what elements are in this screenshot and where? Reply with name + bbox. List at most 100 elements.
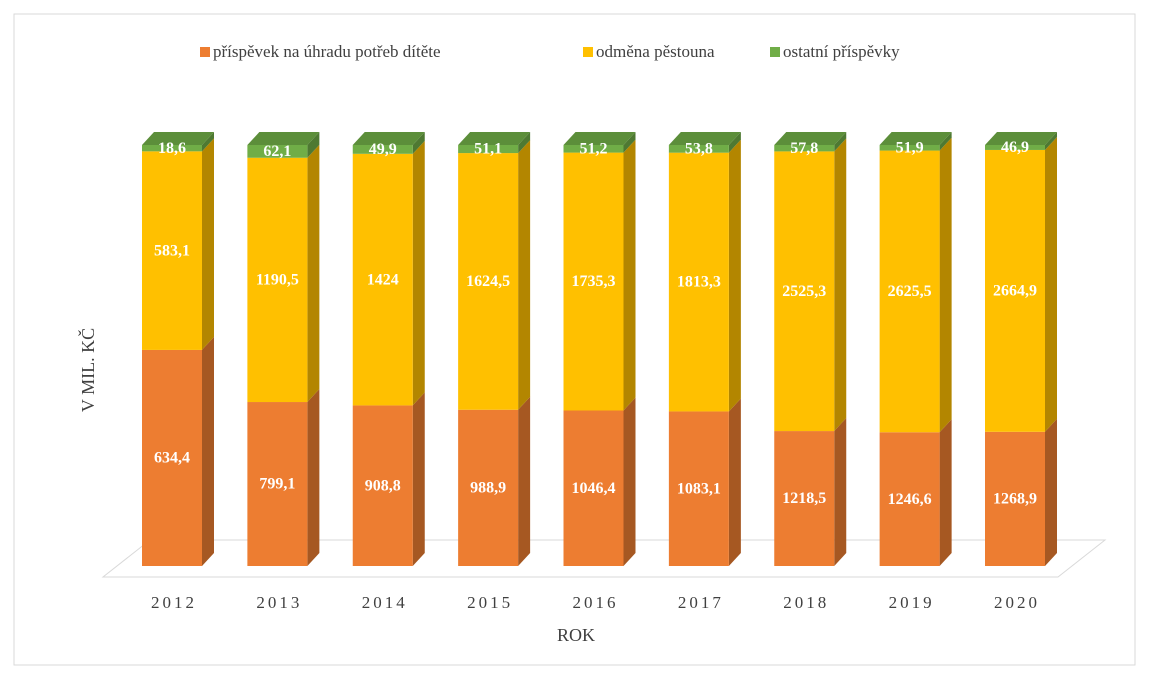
legend-swatch: [200, 47, 210, 57]
bar: [247, 402, 308, 566]
data-label: 51,1: [474, 141, 502, 158]
bar: [879, 432, 940, 566]
bar-side: [518, 132, 531, 154]
bar-top: [774, 132, 847, 145]
bar: [352, 405, 413, 566]
x-tick-label: 2020: [994, 593, 1040, 612]
data-label: 583,1: [154, 242, 190, 259]
bar: [142, 145, 202, 152]
bar: [142, 349, 202, 566]
bar-side: [412, 140, 425, 406]
data-label: 2525,3: [782, 283, 826, 300]
data-label: 1735,3: [572, 273, 616, 290]
bar-side: [202, 132, 214, 152]
data-label: 799,1: [259, 476, 295, 493]
bar: [142, 151, 202, 350]
data-label: 2664,9: [993, 283, 1037, 300]
bar: [879, 145, 940, 151]
bar: [985, 145, 1045, 150]
x-tick-label: 2014: [362, 593, 408, 612]
bar: [774, 145, 835, 152]
bar-top: [879, 132, 952, 145]
bar-side: [728, 139, 741, 412]
bar-side: [728, 132, 741, 153]
data-label: 634,4: [154, 450, 190, 467]
legend-swatch: [770, 47, 780, 57]
bar: [247, 145, 308, 158]
legend-label: ostatní příspěvky: [783, 42, 900, 61]
legend-swatch: [583, 47, 593, 57]
data-label: 1624,5: [466, 273, 510, 290]
x-tick-label: 2019: [889, 593, 935, 612]
bar: [458, 145, 519, 154]
bar: [352, 145, 413, 154]
bar-top: [668, 132, 741, 145]
bar: [668, 145, 729, 153]
bar: [668, 152, 729, 412]
bar: [458, 153, 519, 410]
x-tick-label: 2016: [573, 593, 619, 612]
bar: [985, 431, 1045, 566]
data-label: 46,9: [1001, 139, 1029, 156]
bar-top: [352, 132, 425, 145]
bar: [774, 151, 835, 432]
x-tick-label: 2017: [678, 593, 724, 612]
data-label: 57,8: [790, 140, 818, 157]
data-label: 18,6: [158, 140, 186, 157]
bar-side: [728, 398, 741, 566]
data-label: 51,9: [896, 139, 924, 156]
data-label: 1424: [367, 271, 399, 288]
bar-side: [834, 138, 847, 432]
bar: [668, 411, 729, 566]
x-tick-label: 2013: [256, 593, 302, 612]
bar: [458, 409, 519, 566]
data-label: 1046,4: [572, 480, 616, 497]
bar-side: [307, 132, 320, 158]
bar-side: [518, 396, 531, 566]
bar-top: [247, 132, 320, 145]
bar-side: [518, 140, 531, 410]
bar-top: [142, 132, 214, 145]
bar-side: [202, 138, 214, 350]
bar-side: [412, 392, 425, 566]
bar-top: [458, 132, 531, 145]
data-label: 988,9: [470, 480, 506, 497]
bar: [247, 157, 308, 403]
data-label: 1218,5: [782, 490, 826, 507]
bar-side: [202, 336, 214, 566]
bar-side: [1045, 136, 1057, 432]
bar-side: [307, 389, 320, 566]
data-label: 1268,9: [993, 491, 1037, 508]
bar-top: [985, 132, 1057, 145]
legend-label: příspěvek na úhradu potřeb dítěte: [213, 42, 441, 61]
bar-side: [623, 397, 636, 566]
bar-side: [1045, 418, 1057, 566]
x-axis-label: ROK: [557, 625, 595, 645]
floor: [101, 539, 1107, 578]
data-label: 51,2: [580, 140, 608, 157]
legend-label: odměna pěstouna: [596, 42, 715, 61]
data-label: 908,8: [365, 477, 401, 494]
x-tick-label: 2015: [467, 593, 513, 612]
bar-side: [939, 132, 952, 151]
data-label: 1813,3: [677, 274, 721, 291]
x-tick-label: 2012: [151, 593, 197, 612]
bar: [563, 410, 624, 566]
bar: [774, 431, 835, 566]
bar-side: [307, 144, 320, 403]
data-label: 1246,6: [888, 491, 932, 508]
y-axis-label: V MIL. KČ: [77, 328, 98, 412]
data-label: 49,9: [369, 141, 397, 158]
data-label: 53,8: [685, 141, 713, 158]
bar: [563, 145, 624, 153]
bar: [563, 152, 624, 411]
data-label: 1083,1: [677, 480, 721, 497]
data-label: 62,1: [263, 143, 291, 160]
data-label: 1190,5: [256, 272, 299, 289]
bar-side: [623, 139, 636, 411]
bar-side: [834, 418, 847, 566]
bar-side: [834, 132, 847, 152]
bar: [985, 149, 1045, 432]
bar-side: [1045, 132, 1057, 150]
